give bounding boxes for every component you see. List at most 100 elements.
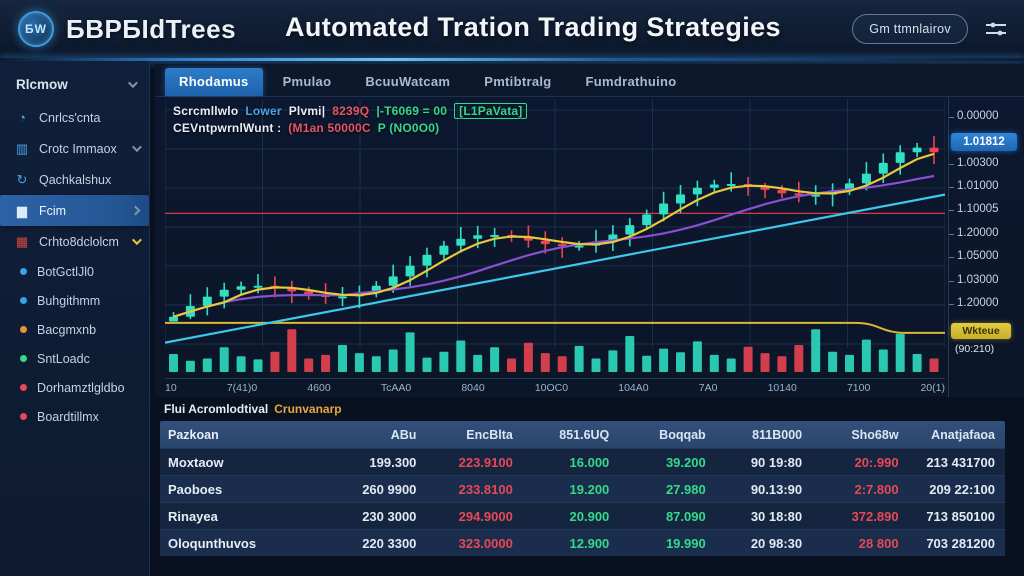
sidebar-item-buhgithmm[interactable]: Buhgithmm <box>0 286 149 315</box>
sidebar-item-qachkalshux[interactable]: ↻ Qachkalshux <box>0 164 149 195</box>
sidebar-item-sntloadc[interactable]: SntLoadc <box>0 344 149 373</box>
table-row-paoboes[interactable]: Paoboes 260 9900 233.8100 19.200 27.980 90.13… <box>160 475 1005 502</box>
table-cell: 90 19:80 <box>750 454 803 470</box>
chart-panel: Scrcmllwlo Lower Plvmi| 8239Q |-T6069 = 00 [L… <box>155 97 1024 397</box>
table-row-oloqunthuvos[interactable]: Oloqunthuvos 220 3300 323.0000 12.900 19.990… <box>160 529 1005 556</box>
header-action-button[interactable]: Gm ttmnlairov <box>852 14 968 44</box>
table-cell: 90.13:90 <box>750 481 803 497</box>
table-cell: 16.000 <box>569 454 610 470</box>
table-cell: 19.200 <box>569 481 610 497</box>
table-cell: 199.300 <box>369 454 417 470</box>
legend-segment: P (NO0O0) <box>377 121 440 135</box>
brand-name: БBPБIdTrees <box>66 13 237 44</box>
tab-rhodamus[interactable]: Rhodamus <box>165 68 263 96</box>
tab-pmulao[interactable]: Pmulao <box>282 74 332 89</box>
x-axis-tick-label: 104A0 <box>618 382 649 394</box>
x-axis-tick-label: 4600 <box>307 382 331 394</box>
x-axis-tick-label: 10 <box>165 382 177 394</box>
tab-bar: Rhodamus Pmulao BcuuWatcam Pmtibtralg Fumdra… <box>155 64 1024 97</box>
x-axis-tick-label: 10OC0 <box>534 382 569 394</box>
x-axis-tick-label: 8040 <box>461 382 485 394</box>
y-axis-price-label: 1.20000 <box>949 297 999 309</box>
sidebar-items: ◔ Cnrlcs'cnta ▥ Crotc Immaox ↻ Qachkalshux ▆ Fc… <box>0 102 149 257</box>
sidebar-item-label: Crotc Immaox <box>39 141 117 156</box>
column-header-anatjafaoa: Anatjafaoa <box>931 427 995 442</box>
sidebar-section-label: Rlcmow <box>16 77 68 92</box>
legend-segment: |-T6069 = 00 <box>376 104 448 118</box>
column-header-sho68w: Sho68w <box>851 427 899 442</box>
table-cell: 323.0000 <box>458 535 513 551</box>
table-cell: 30 18:80 <box>750 508 803 524</box>
sidebar-item-label: Buhgithmm <box>37 293 101 308</box>
legend-segment: [L1PaVata] <box>454 103 528 119</box>
table-header-row: Pazkoan ABu EncBlta 851.6UQ Boqqab 811B000 Sho… <box>160 421 1005 448</box>
x-axis-labels: 10 7(41)0 4600 TcAA0 8040 10OC0 104A0 7A0 10140 7… <box>165 378 945 394</box>
settings-sliders-icon[interactable] <box>984 19 1008 39</box>
sidebar-item-boardtillmx[interactable]: Boardtillmx <box>0 402 149 431</box>
y-axis-price-label: 1.01000 <box>949 180 999 192</box>
app-logo-icon: БW <box>18 11 54 47</box>
sidebar-item-crotc-immaox[interactable]: ▥ Crotc Immaox <box>0 133 149 164</box>
table-cell: 213 431700 <box>926 454 995 470</box>
sidebar-item-dorhamztlgldbo[interactable]: Dorhamztlgldbo <box>0 373 149 402</box>
table-cell: Rinayea <box>168 508 218 524</box>
refresh-icon: ↻ <box>16 171 28 187</box>
table-cell: Paoboes <box>168 481 223 497</box>
table-title: Flui Acromlodtival Crunvanarp <box>160 399 1005 421</box>
sidebar-item-fcim[interactable]: ▆ Fcim <box>0 195 149 226</box>
header-actions: Gm ttmnlairov <box>852 0 1008 58</box>
legend-line-1: Scrcmllwlo Lower Plvmi| 8239Q |-T6069 = 00 [L… <box>173 103 534 120</box>
candlestick-chart[interactable] <box>165 100 945 378</box>
chevron-down-icon <box>131 235 142 246</box>
signal-level-sublabel: (90:210) <box>955 343 995 355</box>
grid-icon: ▦ <box>15 233 29 249</box>
table-cell: 19.990 <box>665 535 706 551</box>
legend-segment: Lower <box>245 104 282 118</box>
column-header-811b000: 811B000 <box>752 427 803 442</box>
tab-bcuuwatcam[interactable]: BcuuWatcam <box>365 74 451 89</box>
bullet-dot-icon <box>20 384 27 391</box>
legend-segment: (M1an 50000C <box>288 121 371 135</box>
sidebar-item-label: Cnrlcs'cnta <box>39 110 101 125</box>
table-cell: 87.090 <box>665 508 706 524</box>
tab-fumdrathuino[interactable]: Fumdrathuino <box>585 74 677 89</box>
sidebar-item-label: Dorhamztlgldbo <box>37 380 125 395</box>
table-cell: Oloqunthuvos <box>168 535 257 551</box>
table-row-moxtaow[interactable]: Moxtaow 199.300 223.9100 16.000 39.200 90 19:… <box>160 448 1005 475</box>
bullet-dot-icon <box>20 413 27 420</box>
sidebar-section-header[interactable]: Rlcmow <box>0 69 149 102</box>
header-divider-glow <box>0 58 1024 61</box>
tab-pmtibtralg[interactable]: Pmtibtralg <box>484 74 552 89</box>
y-axis-price-label: 1.20000 <box>949 227 999 239</box>
signal-level-badge: Wkteue <box>951 323 1011 339</box>
sidebar-item-label: Fcim <box>39 203 67 218</box>
x-axis-tick-label: 10140 <box>767 382 797 394</box>
sidebar-item-label: Bacgmxnb <box>37 322 97 337</box>
y-axis-price-label: 1.10005 <box>949 203 999 215</box>
sidebar-item-crhto8dclolcm[interactable]: ▦ Crhto8dclolcm <box>0 226 149 257</box>
sidebar-item-bacgmxnb[interactable]: Bacgmxnb <box>0 315 149 344</box>
sidebar-item-botgctljl0[interactable]: BotGctlJl0 <box>0 257 149 286</box>
table-row-rinayea[interactable]: Rinayea 230 3000 294.9000 20.900 87.090 30 18… <box>160 502 1005 529</box>
app-header: БW БBPБIdTrees Automated Tration Trading… <box>0 0 1024 58</box>
chevron-right-icon <box>130 205 141 216</box>
bullet-dot-icon <box>20 326 27 333</box>
y-axis-price-label: 0.00000 <box>949 110 999 122</box>
table-cell: 233.8100 <box>458 481 513 497</box>
table-cell: 209 22:100 <box>929 481 995 497</box>
table-title-text: Flui Acromlodtival <box>164 402 269 416</box>
sidebar-item-label: Boardtillmx <box>37 409 99 424</box>
legend-segment: Plvmi| <box>288 104 326 118</box>
pie-chart-icon: ◔ <box>18 110 26 125</box>
table-cell: 2:7.800 <box>854 481 899 497</box>
chevron-down-icon <box>131 142 142 153</box>
chart-legend: Scrcmllwlo Lower Plvmi| 8239Q |-T6069 = 00 [L… <box>173 103 534 137</box>
legend-segment: 8239Q <box>332 104 370 118</box>
bullet-dot-icon <box>20 297 27 304</box>
bar-chart-icon: ▆ <box>17 202 27 218</box>
x-axis-tick-label: 7100 <box>846 382 871 394</box>
candles-icon: ▥ <box>15 140 29 156</box>
sidebar-item-cnrlcs-cnta[interactable]: ◔ Cnrlcs'cnta <box>0 102 149 133</box>
y-axis-price-label: 1.03000 <box>949 274 999 286</box>
